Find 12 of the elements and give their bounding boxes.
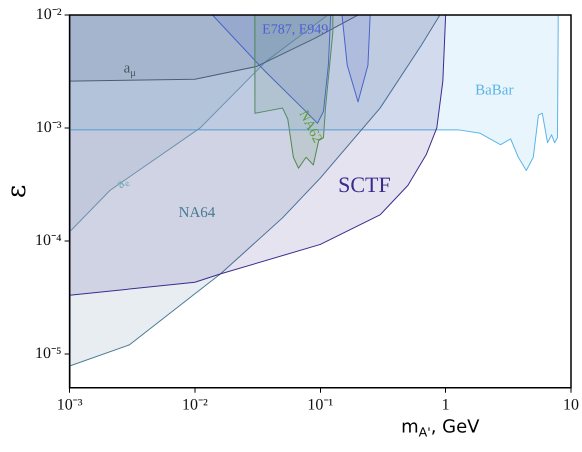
x-tick-label: 10⁻²: [182, 396, 208, 414]
series-label: BaBar: [475, 82, 514, 99]
series-label: SCTF: [338, 172, 391, 197]
x-tick-label: 10⁻³: [56, 396, 83, 414]
y-tick-label: 10⁻⁵: [35, 345, 62, 362]
x-tick-label: 1: [442, 396, 450, 414]
x-tick-label: 10: [563, 396, 579, 414]
y-tick-label: 10⁻³: [36, 119, 62, 136]
y-tick-label: 10⁻⁴: [35, 232, 62, 250]
x-tick-label: 10⁻¹: [307, 396, 334, 414]
y-axis-title: ε: [2, 184, 32, 198]
y-tick-label: 10⁻²: [36, 6, 62, 24]
